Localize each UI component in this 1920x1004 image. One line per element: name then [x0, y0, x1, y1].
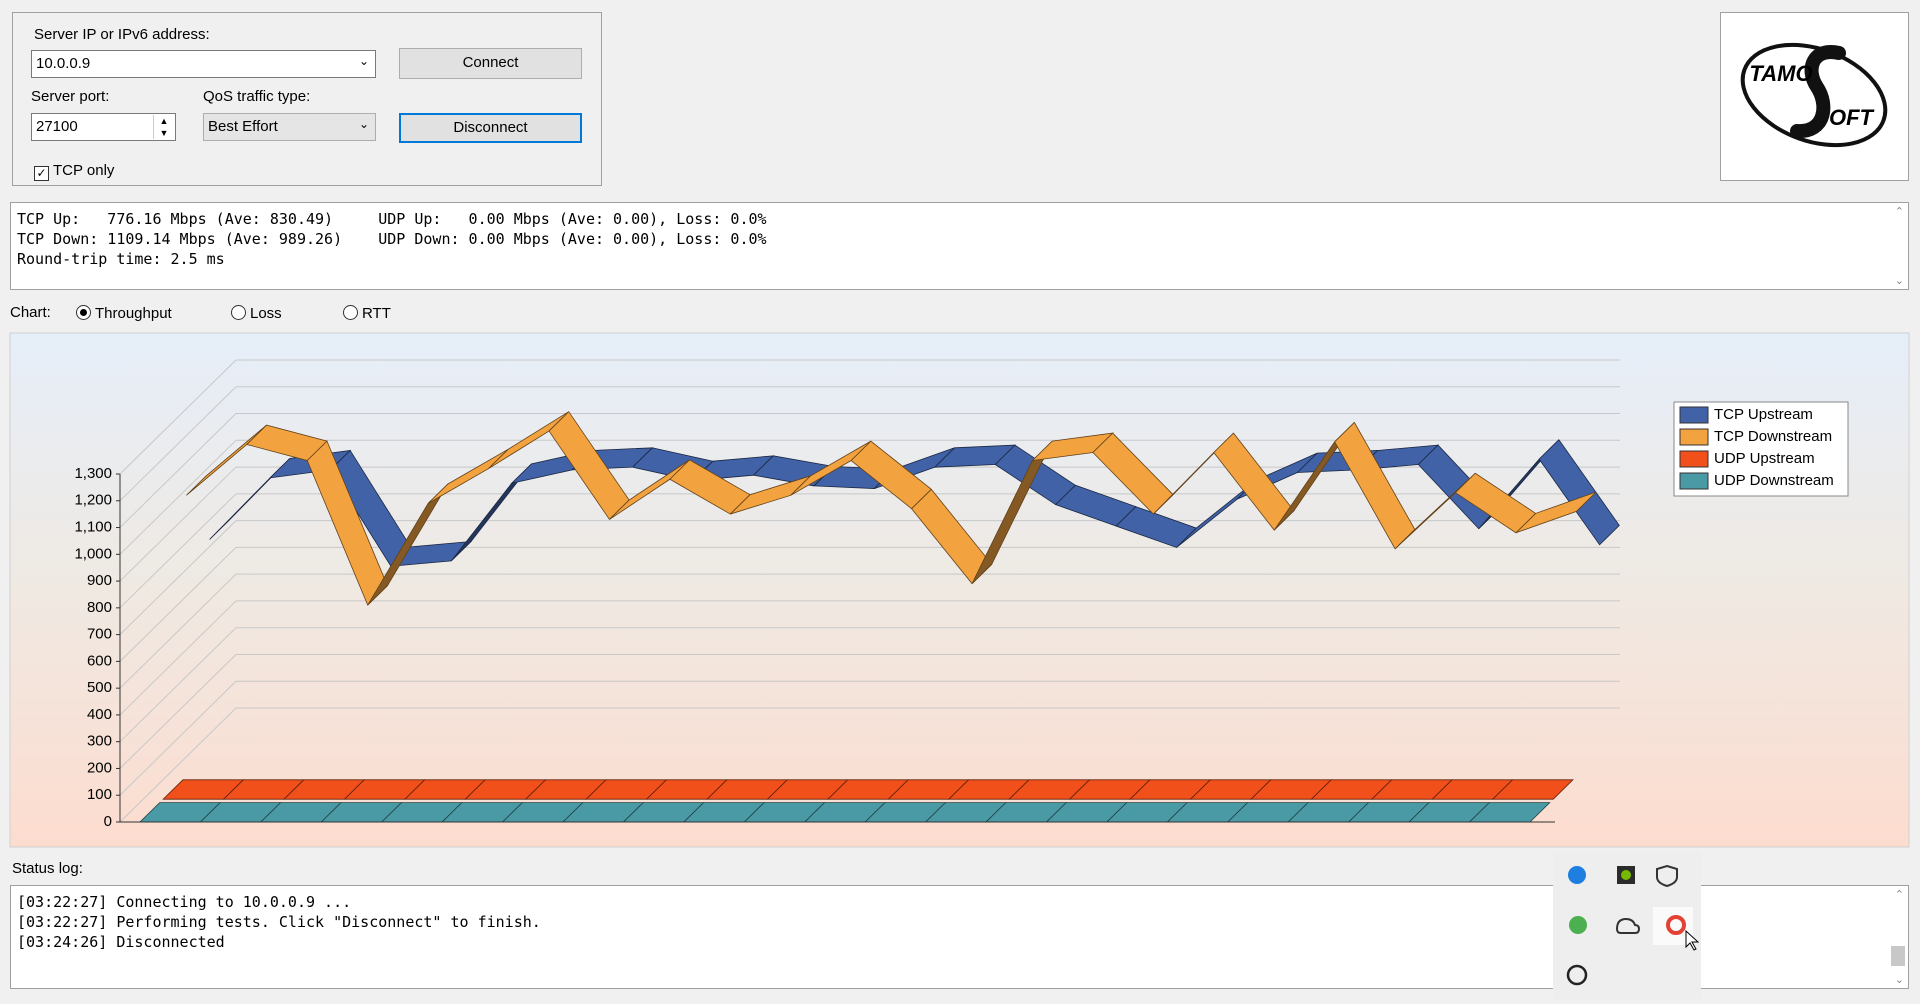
y-tick-label: 600	[87, 652, 112, 669]
qos-label: QoS traffic type:	[203, 88, 311, 105]
tray-icons	[1566, 864, 1700, 986]
stats-line: TCP Up: 776.16 Mbps (Ave: 830.49) UDP Up…	[17, 210, 767, 228]
option-label: Throughput	[95, 305, 172, 322]
y-tick-label: 100	[87, 786, 112, 803]
chart-label: Chart:	[10, 304, 51, 321]
checkbox-box: ✓	[34, 166, 49, 181]
log-line: [03:22:27] Connecting to 10.0.0.9 ...	[17, 893, 352, 911]
ribbon-segment	[1515, 491, 1597, 534]
scroll-thumb[interactable]	[1891, 946, 1905, 966]
logo-s	[1790, 45, 1846, 138]
legend-label: TCP Downstream	[1714, 428, 1832, 445]
mouse-cursor	[1685, 929, 1700, 951]
disconnect-button[interactable]: Disconnect	[399, 113, 582, 143]
legend-label: UDP Downstream	[1714, 472, 1834, 489]
tray-popup	[1553, 851, 1701, 1000]
grid-line	[119, 680, 237, 796]
grid-line	[119, 600, 237, 716]
stats-line: TCP Down: 1109.14 Mbps (Ave: 989.26) UDP…	[17, 230, 767, 248]
port-input[interactable]: 27100 ▲ ▼	[31, 113, 176, 141]
y-tick-label: 800	[87, 599, 112, 616]
app-icon[interactable]	[1569, 916, 1587, 934]
scroll-down[interactable]: ⌄	[1894, 275, 1904, 287]
y-tick-label: 1,300	[74, 465, 112, 482]
qos-combobox[interactable]: Best Effort ⌄	[203, 113, 376, 141]
server-label: Server IP or IPv6 address:	[34, 26, 210, 43]
radio	[343, 305, 358, 320]
grid-line	[119, 654, 237, 769]
option-label: Loss	[250, 305, 282, 322]
grid-line	[119, 413, 237, 528]
grid-line	[119, 573, 237, 689]
grid-line	[119, 547, 237, 662]
stats-line: Round-trip time: 2.5 ms	[17, 250, 225, 268]
logo-bottom: OFT	[1829, 105, 1875, 130]
browser-icon[interactable]	[1666, 915, 1686, 935]
grid-line	[119, 707, 237, 823]
qos-value: Best Effort	[208, 118, 278, 135]
gpu-icon-mark	[1621, 870, 1631, 880]
logo-box: TAMO OFT	[1720, 12, 1909, 181]
y-tick-label: 1,200	[74, 492, 112, 509]
radio	[76, 305, 91, 320]
y-tick-label: 500	[87, 679, 112, 696]
connection-group	[12, 12, 602, 186]
grid-line	[119, 466, 237, 582]
option-label: RTT	[362, 305, 391, 322]
grid-line	[119, 439, 237, 555]
ribbon-segment	[1538, 439, 1620, 546]
dropdown-arrow: ⌄	[358, 117, 369, 131]
grid-line	[119, 493, 237, 609]
xbox-icon[interactable]	[1566, 964, 1588, 986]
y-tick-label: 400	[87, 706, 112, 723]
logo-top: TAMO	[1749, 61, 1812, 86]
y-tick-label: 700	[87, 626, 112, 643]
legend-swatch	[1679, 428, 1709, 446]
dropdown-arrow: ⌄	[358, 54, 369, 68]
logo: TAMO OFT	[1740, 42, 1888, 148]
tcp-only-checkbox[interactable]: ✓ TCP only	[34, 162, 114, 181]
chart-option[interactable]: Throughput	[76, 305, 172, 322]
scroll-up[interactable]: ⌃	[1894, 206, 1904, 218]
tcp-only-label: TCP only	[53, 162, 115, 179]
y-tick-label: 300	[87, 733, 112, 750]
grid-line	[119, 627, 237, 743]
radio	[231, 305, 246, 320]
stats-box: TCP Up: 776.16 Mbps (Ave: 830.49) UDP Up…	[10, 202, 1909, 290]
grid-line	[119, 520, 237, 635]
scroll-down[interactable]: ⌄	[1894, 974, 1904, 986]
status-log-label: Status log:	[12, 860, 83, 877]
y-tick-label: 1,100	[74, 519, 112, 536]
chart-background	[9, 332, 1910, 848]
log-line: [03:22:27] Performing tests. Click "Disc…	[17, 913, 541, 931]
y-tick-label: 1,000	[74, 545, 112, 562]
cloud-icon[interactable]	[1615, 917, 1641, 934]
y-tick-label: 200	[87, 759, 112, 776]
legend-swatch	[1679, 472, 1709, 490]
legend-swatch	[1679, 406, 1709, 424]
spin-buttons[interactable]: ▲ ▼	[153, 115, 174, 139]
chart: 0 100 200 300 400 500 600 700 800 900 1,000 1,100 1,…	[9, 332, 1910, 848]
legend-swatch	[1679, 450, 1709, 468]
security-icon[interactable]	[1656, 864, 1678, 888]
server-combobox[interactable]: 10.0.0.9 ⌄	[31, 50, 376, 78]
legend-label: UDP Upstream	[1714, 450, 1815, 467]
y-tick-label: 900	[87, 572, 112, 589]
scroll-up[interactable]: ⌃	[1894, 889, 1904, 901]
bluetooth-icon[interactable]	[1568, 866, 1586, 884]
grid-line	[119, 359, 237, 475]
ribbon-segment	[1491, 779, 1574, 800]
chart-option[interactable]: Loss	[231, 305, 282, 322]
port-value: 27100	[36, 118, 78, 135]
y-tick-label: 0	[104, 813, 112, 830]
log-line: [03:24:26] Disconnected	[17, 933, 225, 951]
grid-line	[119, 386, 237, 502]
connect-button[interactable]: Connect	[399, 48, 582, 79]
chart-option[interactable]: RTT	[343, 305, 391, 322]
port-label: Server port:	[31, 88, 110, 105]
legend-label: TCP Upstream	[1714, 406, 1813, 423]
server-value: 10.0.0.9	[36, 55, 91, 72]
